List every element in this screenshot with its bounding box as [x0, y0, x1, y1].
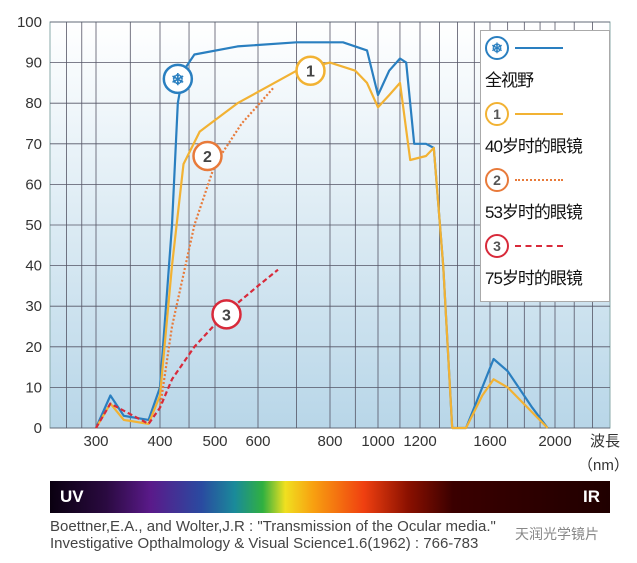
legend-label: 53岁时的眼镜 [485, 203, 583, 222]
spectrum-bar: UV IR [50, 481, 610, 513]
watermark: 天润光学镜片 [515, 524, 599, 544]
legend-line-swatch [515, 113, 563, 115]
legend-entry: 3 [481, 229, 609, 263]
y-tick-label: 90 [25, 55, 42, 72]
legend-line-swatch [515, 245, 563, 247]
y-tick-label: 20 [25, 339, 42, 356]
y-tick-label: 40 [25, 258, 42, 275]
legend-label: 75岁时的眼镜 [485, 269, 583, 288]
legend-badge: 2 [485, 168, 509, 192]
series-marker-label: 2 [203, 149, 212, 166]
legend-entry: 1 [481, 97, 609, 131]
legend-entry: ❄ [481, 31, 609, 65]
legend-entry: 2 [481, 163, 609, 197]
y-tick-label: 10 [25, 379, 42, 396]
y-tick-label: 0 [34, 420, 42, 437]
series-marker-label: ❄ [171, 72, 184, 89]
x-tick-label: 2000 [538, 433, 571, 450]
series-marker-label: 1 [306, 64, 315, 81]
legend-line-swatch [515, 179, 563, 181]
x-axis-label: 波長 [590, 433, 620, 450]
legend-label: 40岁时的眼镜 [485, 137, 583, 156]
x-tick-label: 800 [317, 433, 342, 450]
ir-label: IR [583, 487, 600, 506]
y-tick-label: 100 [17, 14, 42, 31]
series-marker-0 [162, 63, 194, 95]
legend-line-swatch [515, 47, 563, 49]
uv-label: UV [60, 487, 84, 506]
x-tick-label: 400 [147, 433, 172, 450]
legend-badge: 1 [485, 102, 509, 126]
series-line-0 [94, 41, 549, 430]
series-line-2 [158, 86, 276, 408]
series-marker-3 [211, 299, 242, 330]
x-tick-label: 300 [83, 433, 108, 450]
x-tick-label: 1600 [473, 433, 506, 450]
legend-badge: 3 [485, 234, 509, 258]
x-tick-label: 600 [245, 433, 270, 450]
citation: Boettner,E.A., and Wolter,J.R : "Transmi… [50, 518, 496, 552]
series-marker-label: 3 [222, 307, 231, 324]
legend-label: 全视野 [485, 71, 534, 90]
series-line-3 [95, 268, 279, 429]
x-tick-label: 500 [202, 433, 227, 450]
x-tick-label: 1000 [361, 433, 394, 450]
y-tick-label: 70 [25, 136, 42, 153]
y-tick-label: 80 [25, 95, 42, 112]
citation-line-2: Investigative Opthalmology & Visual Scie… [50, 535, 479, 552]
legend: ❄ 全视野 1 40岁时的眼镜 2 53岁时的眼镜 3 75岁时的眼镜 [480, 30, 610, 302]
citation-line-1: Boettner,E.A., and Wolter,J.R : "Transmi… [50, 518, 496, 535]
series-marker-2 [192, 140, 223, 172]
y-tick-label: 50 [25, 217, 42, 234]
series-marker-1 [295, 55, 326, 86]
series-line-1 [95, 61, 549, 430]
legend-badge: ❄ [485, 36, 509, 60]
y-tick-label: 30 [25, 298, 42, 315]
y-tick-label: 60 [25, 176, 42, 193]
x-tick-label: 1200 [403, 433, 436, 450]
x-axis-unit: （nm） [578, 457, 629, 474]
